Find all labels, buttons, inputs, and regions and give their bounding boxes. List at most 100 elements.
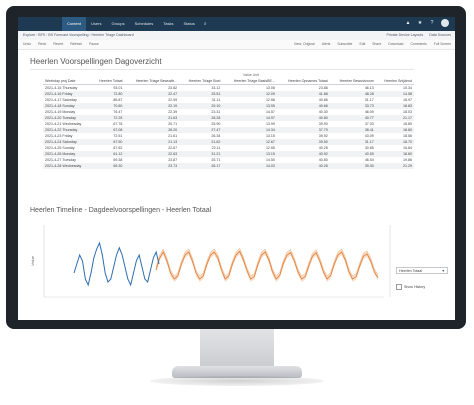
toolbar-undo-button[interactable]: Undo [23, 42, 32, 46]
breadcrumb-item[interactable]: Heerlen Triage Dashboard [91, 33, 134, 37]
table-cell: 22.39 [168, 110, 178, 114]
table-cell: 16.84 [403, 146, 412, 150]
tab-content[interactable]: Content [62, 17, 87, 31]
table-cell: 13.99 [265, 122, 275, 126]
tab-groups[interactable]: Groups [111, 21, 125, 26]
table-cell: 26.34 [211, 134, 221, 138]
table-cell: 40.86 [318, 98, 328, 102]
table-cell: 46.09 [364, 110, 374, 114]
help-icon[interactable]: ? [430, 20, 434, 26]
monitor-stand-base [172, 366, 302, 378]
column-header[interactable]: Heerlen Opnames Totaal [276, 78, 330, 85]
tab-tasks[interactable]: Tasks [163, 21, 174, 26]
stand-shadow [150, 376, 324, 386]
table-cell: 70.60 [91, 103, 125, 109]
toolbar-revert-button[interactable]: Revert [53, 42, 64, 46]
table-cell: 12.09 [222, 91, 277, 97]
chart-svg: Value [30, 225, 391, 298]
table-cell: 37.03 [364, 122, 374, 126]
table-cell: 28.28 [179, 115, 223, 121]
table-cell: 43.09 [364, 134, 374, 138]
chevron-down-icon: ▼ [441, 269, 445, 273]
table-cell: 29.10 [179, 103, 223, 109]
table-row: 2021-4-24 Saturday 67.50 21.13 21.62 12.67 39… [43, 139, 414, 145]
toolbar-share-button[interactable]: Share [372, 42, 382, 46]
table-cell: 21.62 [179, 139, 223, 145]
toolbar-pause-button[interactable]: Pause [89, 42, 99, 46]
nav-icons: ▲ ★ ? [405, 19, 449, 27]
toolbar-edit-button[interactable]: Edit [359, 42, 366, 46]
actual-series-line [73, 241, 160, 287]
breadcrumb-action[interactable]: Private Device Layouts [386, 33, 424, 37]
table-cell: 46.13 [364, 86, 374, 90]
toolbar-redo-button[interactable]: Redo [38, 42, 47, 46]
table-cell: 14.34 [222, 127, 277, 133]
table-cell: 31.17 [364, 98, 374, 102]
table-cell: 46.54 [364, 158, 374, 162]
column-header[interactable]: Heerlen Triage BasisBE... [222, 78, 277, 85]
table-row: 2021-4-16 Friday 72.80 22.47 25.51 12.09 41.8… [43, 91, 414, 97]
table-cell: 40.66 [276, 103, 330, 109]
table-cell: 23.73 [124, 163, 180, 169]
column-header[interactable]: Heerlen Totaal [91, 78, 125, 85]
table-cell: 19.86 [403, 158, 412, 162]
show-history-toggle[interactable]: Show History [396, 284, 452, 290]
toolbar-refresh-button[interactable]: Refresh [70, 42, 83, 46]
table-cell: 33.73 [329, 103, 376, 109]
measure-select[interactable]: Heerlen Totaal ▼ [396, 267, 448, 274]
tab-users[interactable]: Users [91, 21, 102, 26]
table-cell: 40.80 [276, 115, 330, 121]
table-cell: 2021-4-26 Monday [43, 151, 92, 157]
breadcrumb-item[interactable]: Explore [23, 33, 36, 37]
table-cell: 72.80 [91, 91, 125, 97]
breadcrumb-actions: Private Device Layouts Data Sources [386, 33, 451, 37]
table-cell: 12.58 [265, 98, 275, 102]
tab-status[interactable]: Status [183, 21, 195, 26]
avatar[interactable] [441, 19, 449, 27]
table-cell: 2021-4-24 Saturday [43, 139, 92, 145]
table-row: 2021-4-19 Monday 76.47 22.39 23.31 14.57 40.3… [43, 109, 414, 115]
table-cell: 21.13 [124, 139, 180, 145]
breadcrumb-separator: / [36, 33, 38, 37]
table-cell: 14.97 [222, 115, 277, 121]
toolbar-view-original-button[interactable]: View: Original [293, 42, 315, 46]
table-cell: 22.59 [168, 98, 178, 102]
column-header[interactable]: Heerlen Triage Bewustb... [124, 78, 180, 85]
table-cell: 18.89 [403, 122, 412, 126]
show-history-label: Show History [404, 285, 426, 289]
breadcrumb-item[interactable]: BS Forecast Voorspelling [48, 33, 89, 37]
forecast-band [156, 248, 378, 282]
tab-schedules[interactable]: Schedules [134, 21, 154, 26]
table-cell: 40.30 [318, 110, 328, 114]
toolbar-alerts-button[interactable]: Alerts [321, 42, 331, 46]
search-icon[interactable]: ⌕ [203, 21, 207, 27]
table-cell: 48.28 [329, 91, 376, 97]
table-cell: 2021-4-22 Thursday [43, 127, 92, 133]
table-cell: 39.30 [329, 163, 376, 169]
table-row: 2021-4-28 Wednesday 65.30 23.73 26.17 14.03 4… [43, 163, 414, 169]
toolbar-subscribe-button[interactable]: Subscribe [337, 42, 353, 46]
table-cell: 40.55 [329, 151, 376, 157]
table-cell: 2021-4-28 Wednesday [43, 163, 92, 169]
table-cell: 13.15 [265, 134, 275, 138]
toolbar-comments-button[interactable]: Comments [410, 42, 427, 46]
column-header[interactable]: Heerlen Triage Boel [179, 78, 223, 85]
column-header[interactable]: Heerlen Snijdend [375, 78, 414, 85]
table-cell: 14.50 [265, 158, 275, 162]
checkbox[interactable] [396, 284, 402, 290]
table-cell: 93.01 [113, 86, 123, 90]
breadcrumb-item[interactable]: BFS [38, 33, 46, 37]
alert-icon[interactable]: ▲ [405, 20, 411, 26]
breadcrumb-action[interactable]: Data Sources [429, 33, 451, 37]
table-cell: 39.92 [318, 134, 328, 138]
column-header[interactable]: Weekday proj Date [43, 78, 92, 85]
star-icon[interactable]: ★ [417, 20, 423, 26]
toolbar-download-button[interactable]: Download [388, 42, 404, 46]
column-header[interactable]: Heerlen Bewustzoom [329, 78, 376, 85]
table-cell: 2021-4-23 Friday [45, 134, 73, 138]
toolbar-full-screen-button[interactable]: Full Screen [433, 42, 451, 46]
toolbar-right: View: Original Alerts Subscribe Edit Share Do… [294, 42, 451, 46]
divider [30, 69, 414, 70]
table-cell: 67.50 [91, 139, 125, 145]
table-cell: 22.19 [124, 103, 180, 109]
